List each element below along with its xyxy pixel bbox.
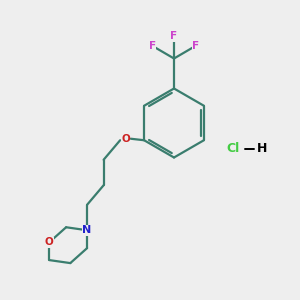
Text: F: F — [192, 41, 199, 51]
Text: N: N — [82, 225, 92, 235]
Text: F: F — [170, 31, 178, 41]
Text: O: O — [121, 134, 130, 144]
Text: O: O — [45, 237, 54, 247]
Text: Cl: Cl — [226, 142, 240, 155]
Text: H: H — [256, 142, 267, 155]
Text: F: F — [149, 41, 156, 51]
